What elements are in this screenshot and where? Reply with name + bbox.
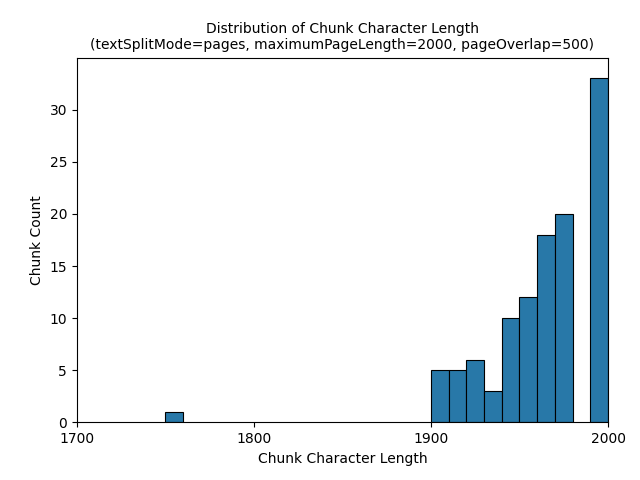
Bar — [484, 391, 502, 422]
Bar — [502, 318, 520, 422]
Bar — [520, 297, 537, 422]
Bar — [467, 360, 484, 422]
Bar — [165, 412, 183, 422]
Bar — [537, 235, 555, 422]
X-axis label: Chunk Character Length: Chunk Character Length — [257, 452, 428, 466]
Bar — [431, 370, 449, 422]
Bar — [590, 78, 608, 422]
Y-axis label: Chunk Count: Chunk Count — [30, 195, 44, 285]
Title: Distribution of Chunk Character Length
(textSplitMode=pages, maximumPageLength=2: Distribution of Chunk Character Length (… — [90, 22, 595, 52]
Bar — [555, 214, 573, 422]
Bar — [449, 370, 467, 422]
